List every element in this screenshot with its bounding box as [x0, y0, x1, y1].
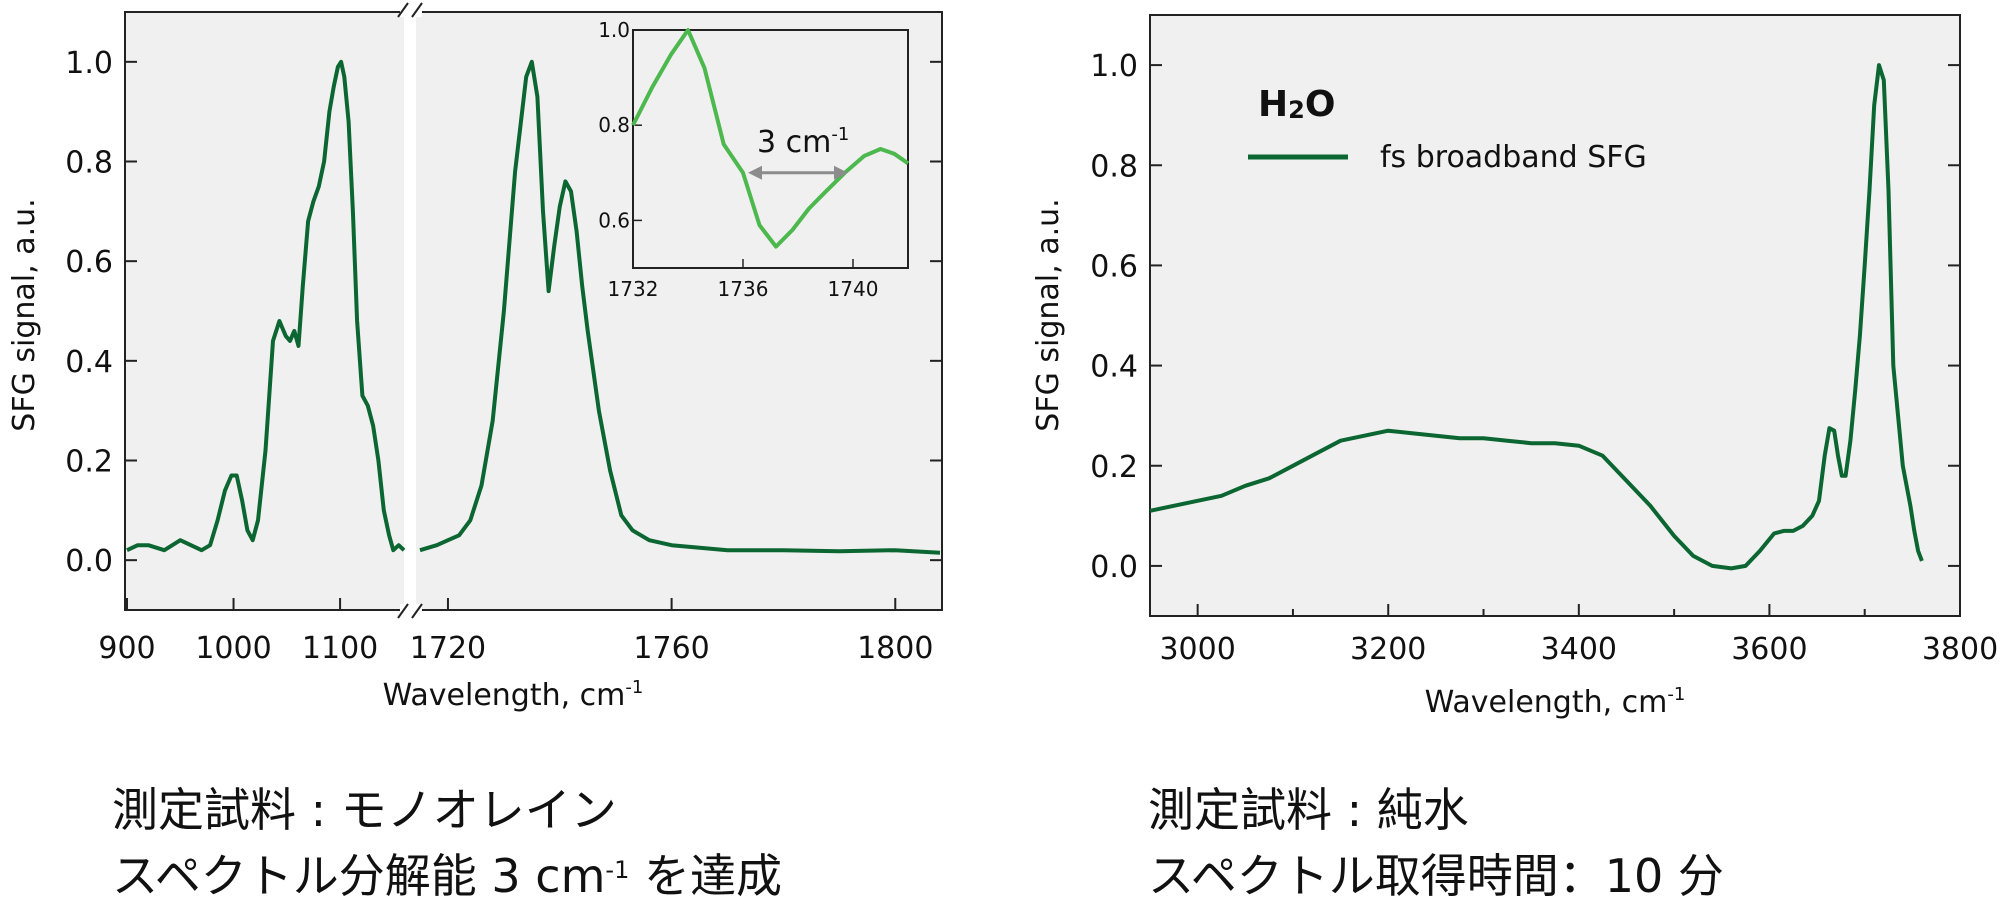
- left-x-tick-label: 1000: [195, 631, 271, 666]
- left-y-tick-label: 0.2: [65, 445, 113, 480]
- left-y-tick-label: 1.0: [65, 46, 113, 81]
- inset-y-tick-label: 0.6: [598, 208, 630, 232]
- inset-x-tick-label: 1736: [718, 277, 769, 301]
- resolution-arrow-head-right: [834, 165, 848, 180]
- inset-series-line: [631, 28, 910, 249]
- resolution-arrow-head-left: [748, 165, 762, 180]
- left-caption-line2-end: を達成: [629, 849, 782, 903]
- right-plot-area: [1149, 14, 1961, 617]
- legend-title: H2O: [1258, 84, 1335, 125]
- right-x-tick-label: 3000: [1159, 632, 1235, 667]
- left-series-line-segment1: [126, 59, 406, 553]
- left-x-tick-label: 1760: [633, 631, 709, 666]
- left-y-tick-label: 0.0: [65, 544, 113, 579]
- left-y-tick-label: 0.8: [65, 146, 113, 181]
- inset-y-tick-label: 1.0: [598, 18, 630, 42]
- right-y-axis-label: SFG signal, a.u.: [1031, 198, 1066, 431]
- legend-label: fs broadband SFG: [1380, 140, 1647, 175]
- legend: H2O fs broadband SFG: [1248, 84, 1647, 175]
- left-x-tick-label: 1800: [857, 631, 933, 666]
- left-caption-line2-text: スペクトル分解能 3 cm: [112, 849, 606, 903]
- right-y-tick-label: 0.2: [1090, 450, 1138, 485]
- left-series-line-segment2: [419, 59, 941, 555]
- left-y-axis-label: SFG signal, a.u.: [7, 198, 42, 431]
- left-caption-line2: スペクトル分解能 3 cm-1 を達成: [112, 846, 782, 906]
- inset-plot-area: [632, 29, 909, 269]
- left-caption-line2-sup: -1: [605, 856, 630, 884]
- right-caption-line2: スペクトル取得時間：10 分: [1148, 849, 1724, 903]
- left-y-tick-label: 0.4: [65, 345, 113, 380]
- left-chart: 0.0 0.2 0.4 0.6 0.8 1.0 900 1000 1100 1720 1760 180…: [7, 2, 943, 713]
- right-series-line: [1149, 63, 1924, 571]
- left-x-tick-label: 900: [98, 631, 155, 666]
- left-x-tick-label: 1100: [302, 631, 378, 666]
- left-y-tick-label: 0.6: [65, 245, 113, 280]
- right-y-tick-label: 0.0: [1090, 550, 1138, 585]
- right-x-tick-label: 3400: [1541, 632, 1617, 667]
- inset-x-tick-label: 1740: [828, 277, 879, 301]
- resolution-annotation: 3 cm-1: [757, 124, 849, 160]
- inset-chart: 0.6 0.8 1.0 1732 1736 1740 3 cm-1: [598, 18, 910, 301]
- right-y-tick-label: 0.6: [1090, 249, 1138, 284]
- right-x-tick-label: 3600: [1731, 632, 1807, 667]
- resolution-arrow: [748, 165, 848, 180]
- axis-break: [397, 2, 423, 619]
- right-y-tick-label: 0.4: [1090, 350, 1138, 385]
- right-x-axis-label: Wavelength, cm-1: [1425, 684, 1686, 720]
- inset-x-tick-label: 1732: [608, 277, 659, 301]
- right-caption-line1: 測定試料 : 純水: [1148, 783, 1469, 837]
- right-x-tick-label: 3800: [1922, 632, 1998, 667]
- inset-y-tick-label: 0.8: [598, 113, 630, 137]
- left-caption-line1: 測定試料 : モノオレイン: [112, 783, 617, 837]
- left-x-axis-label: Wavelength, cm-1: [383, 677, 644, 713]
- left-x-tick-label: 1720: [410, 631, 486, 666]
- right-y-tick-label: 0.8: [1090, 149, 1138, 184]
- right-x-tick-label: 3200: [1350, 632, 1426, 667]
- right-y-tick-label: 1.0: [1090, 49, 1138, 84]
- right-chart: 0.0 0.2 0.4 0.6 0.8 1.0 3000 3200 3400 3600 3800 S…: [1031, 14, 1998, 720]
